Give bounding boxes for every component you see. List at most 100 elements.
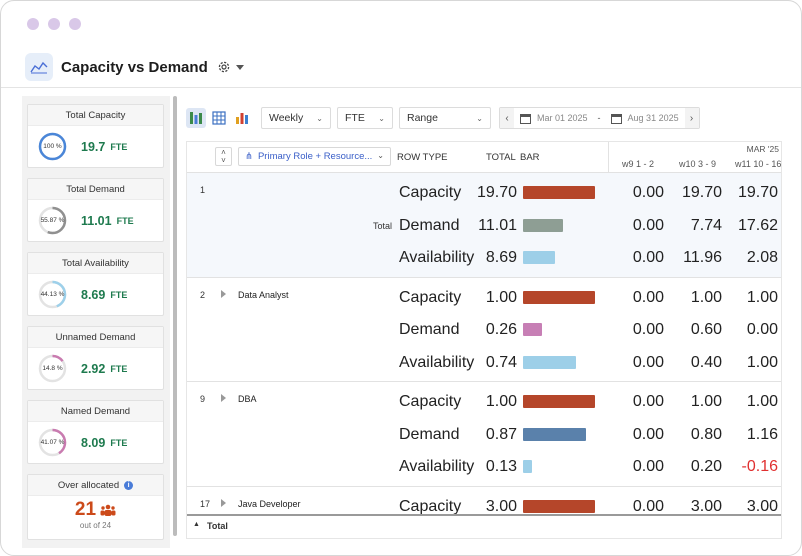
period-select-value: Weekly [269, 112, 304, 124]
group-divider [187, 381, 781, 382]
expand-icon[interactable] [221, 289, 226, 298]
table-view-icon[interactable] [209, 108, 229, 128]
row-total: 8.69 [485, 249, 517, 266]
range-select-value: Range [407, 112, 438, 124]
row-total: 11.01 [478, 216, 517, 234]
grid-toolbar: Weekly ⌄ FTE ⌄ Range ⌄ ‹ Mar 01 2025 - A… [186, 107, 700, 129]
header-bar[interactable]: BAR [520, 152, 540, 163]
resource-name[interactable]: Data Analyst [238, 289, 289, 300]
bar-chart-view-icon[interactable] [232, 108, 252, 128]
group-label: Total [373, 220, 393, 231]
sort-toggle-icon[interactable]: ˄ ˅ [215, 147, 232, 166]
page-title: Capacity vs Demand [61, 58, 208, 76]
row-type: Demand [399, 321, 460, 338]
ring-percent: 41.07 % [40, 439, 65, 446]
calendar-icon[interactable] [610, 113, 622, 124]
group-index: 17 [200, 498, 211, 509]
row-type: Capacity [399, 497, 462, 515]
resource-name[interactable]: DBA [238, 394, 257, 404]
card-value: 2.92 [81, 361, 106, 376]
summary-card: Total Availability 44.13 % 8.69 FTE [27, 252, 164, 316]
week-header: w10 3 - 9 [679, 159, 717, 169]
summary-card: Unnamed Demand 14.8 % 2.92 FTE [27, 326, 164, 390]
expand-icon[interactable] [221, 498, 226, 507]
row-total: 0.26 [485, 321, 517, 338]
week-cell: 11.96 [683, 249, 722, 266]
group-divider [187, 276, 781, 278]
row-bar [523, 427, 586, 441]
progress-ring: 41.07 % [38, 428, 67, 457]
ring-percent: 14.8 % [42, 365, 63, 372]
calendar-icon[interactable] [520, 113, 531, 124]
window-dot-maximize[interactable] [69, 18, 81, 30]
window-dot-close[interactable] [27, 18, 39, 30]
card-title: Unnamed Demand [28, 327, 163, 348]
page-header: Capacity vs Demand [25, 53, 244, 81]
collapse-up-icon[interactable]: ▲ [193, 521, 200, 528]
sidebar-scrollbar[interactable] [173, 96, 177, 536]
chevron-left-icon[interactable]: ‹ [500, 108, 514, 128]
line-chart-icon [25, 53, 53, 81]
info-icon[interactable]: i [124, 480, 134, 490]
group-by-select[interactable]: ⋔ Primary Role + Resource... ⌄ [238, 147, 391, 166]
start-date[interactable]: Mar 01 2025 [537, 113, 588, 123]
ring-percent: 55.87 % [40, 217, 65, 224]
chevron-right-icon[interactable]: › [684, 108, 699, 128]
chevron-down-icon: ⌄ [476, 114, 483, 123]
grid-footer: ▲ Total [187, 514, 781, 538]
week-cell: 0.00 [632, 353, 664, 371]
unit-select-value: FTE [345, 112, 365, 124]
week-cell: 7.74 [690, 216, 722, 234]
end-date[interactable]: Aug 31 2025 [627, 113, 679, 123]
ring-percent: 44.13 % [40, 291, 65, 298]
window-controls [27, 18, 81, 30]
row-total: 19.70 [476, 184, 517, 201]
range-select[interactable]: Range ⌄ [399, 107, 491, 129]
week-cell: 0.60 [690, 321, 722, 338]
window-dot-minimize[interactable] [48, 18, 60, 30]
group-index: 1 [200, 185, 206, 195]
card-body: 44.13 % 8.69 FTE [28, 274, 163, 315]
month-label: MAR '25 [746, 144, 779, 154]
row-type: Capacity [399, 393, 462, 410]
chevron-down-icon: ⌄ [316, 114, 323, 123]
row-total: 0.87 [485, 425, 517, 443]
resource-name[interactable]: Java Developer [238, 498, 301, 509]
week-cell: 3.00 [746, 497, 778, 515]
summary-card: Total Capacity 100 % 19.7 FTE [27, 104, 164, 168]
card-body: 55.87 % 11.01 FTE [28, 200, 163, 241]
card-title: Total Capacity [28, 105, 163, 126]
row-bar [523, 186, 595, 199]
card-unit: FTE [116, 215, 134, 226]
row-type: Availability [399, 249, 475, 266]
row-type: Capacity [399, 184, 462, 201]
over-allocated-sub: out of 24 [79, 521, 112, 530]
row-bar [523, 355, 577, 369]
gear-icon[interactable] [217, 60, 231, 74]
week-cell: 19.70 [737, 184, 778, 201]
over-allocated-number: 21 [74, 499, 97, 520]
header-row-type[interactable]: ROW TYPE [397, 152, 448, 163]
week-cell: 1.00 [746, 393, 778, 410]
header-total[interactable]: TOTAL [486, 152, 516, 163]
period-select[interactable]: Weekly ⌄ [261, 107, 331, 129]
week-cell: 0.00 [632, 497, 664, 515]
expand-icon[interactable] [221, 394, 226, 402]
week-cell: 0.00 [746, 321, 778, 338]
card-title: Named Demand [28, 401, 163, 422]
card-title: Total Demand [28, 179, 163, 200]
group-divider [187, 485, 781, 487]
row-bar [523, 290, 595, 304]
group-index: 2 [200, 289, 206, 300]
row-type: Demand [399, 216, 460, 234]
bar-columns-view-icon[interactable] [186, 108, 206, 128]
chevron-down-icon[interactable] [235, 64, 244, 70]
ring-percent: 100 % [43, 143, 62, 150]
row-total: 1.00 [485, 393, 517, 410]
week-cell: 0.20 [690, 458, 722, 475]
grid-header: ˄ ˅ ⋔ Primary Role + Resource... ⌄ ROW TY… [187, 142, 781, 173]
unit-select[interactable]: FTE ⌄ [337, 107, 393, 129]
row-bar [523, 499, 595, 513]
card-unit: FTE [110, 437, 128, 448]
